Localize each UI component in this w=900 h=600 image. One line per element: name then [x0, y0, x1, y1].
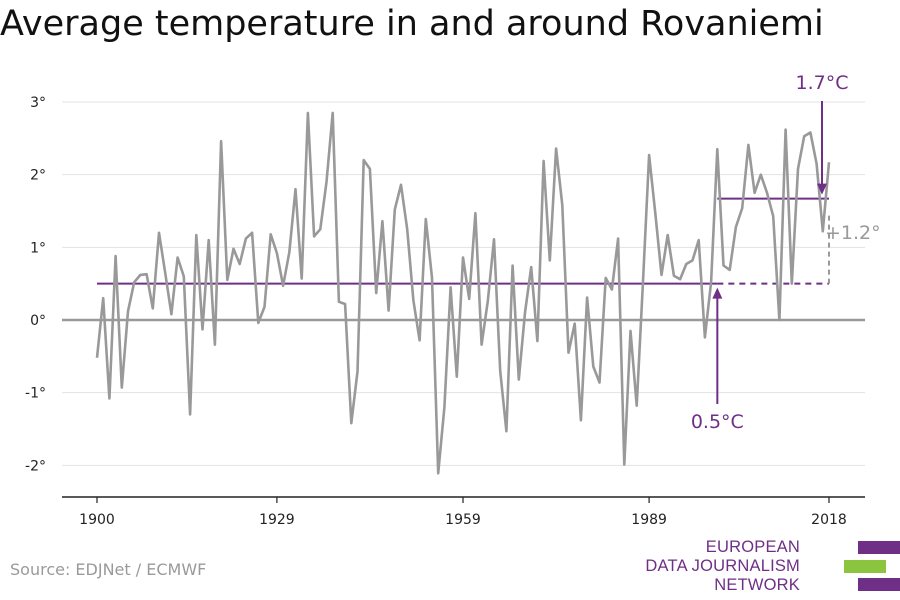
axis-layer: 3° 2° 1° 0° -1° -2° 1900 1929 1959 1989 2018	[25, 95, 865, 528]
source-note: Source: EDJNet / ECMWF	[10, 560, 207, 579]
annotation-recent-value: 1.7°C	[796, 72, 849, 94]
temperature-line	[95, 111, 831, 475]
x-tick-label-2: 1959	[445, 512, 481, 528]
x-tick-label-3: 1989	[631, 512, 667, 528]
annotation-baseline-value: 0.5°C	[691, 411, 744, 433]
logo-bar-purple-top	[858, 541, 900, 554]
logo-line-network: NETWORK	[714, 576, 800, 594]
x-tick-label-1: 1929	[259, 512, 295, 528]
arrow-recent-head	[817, 183, 827, 195]
arrow-baseline-head	[712, 287, 723, 299]
y-tick-label-5: -2°	[25, 458, 46, 474]
y-tick-label-0: 3°	[30, 95, 46, 111]
logo-line-data-journalism: DATA JOURNALISM	[645, 557, 800, 575]
y-tick-label-2: 1°	[30, 240, 46, 256]
y-tick-label-3: 0°	[30, 313, 46, 329]
y-tick-label-1: 2°	[30, 168, 46, 184]
x-tick-label-4: 2018	[811, 512, 847, 528]
temperature-chart: 3° 2° 1° 0° -1° -2° 1900 1929 1959 1989 2018 1.7°C…	[25, 72, 881, 528]
edjnet-logo[interactable]: EUROPEAN DATA JOURNALISM NETWORK	[645, 538, 900, 596]
logo-bar-green	[844, 560, 886, 573]
y-tick-label-4: -1°	[25, 386, 46, 402]
series-layer	[95, 111, 831, 475]
x-tick-label-0: 1900	[79, 512, 115, 528]
logo-line-european: EUROPEAN	[705, 538, 800, 556]
chart-title: Average temperature in and around Rovani…	[0, 4, 824, 44]
annotation-difference: +1.2°	[825, 222, 881, 244]
annotation-layer: 1.7°C 0.5°C +1.2°	[691, 72, 881, 433]
logo-bar-purple-bottom	[858, 578, 900, 591]
